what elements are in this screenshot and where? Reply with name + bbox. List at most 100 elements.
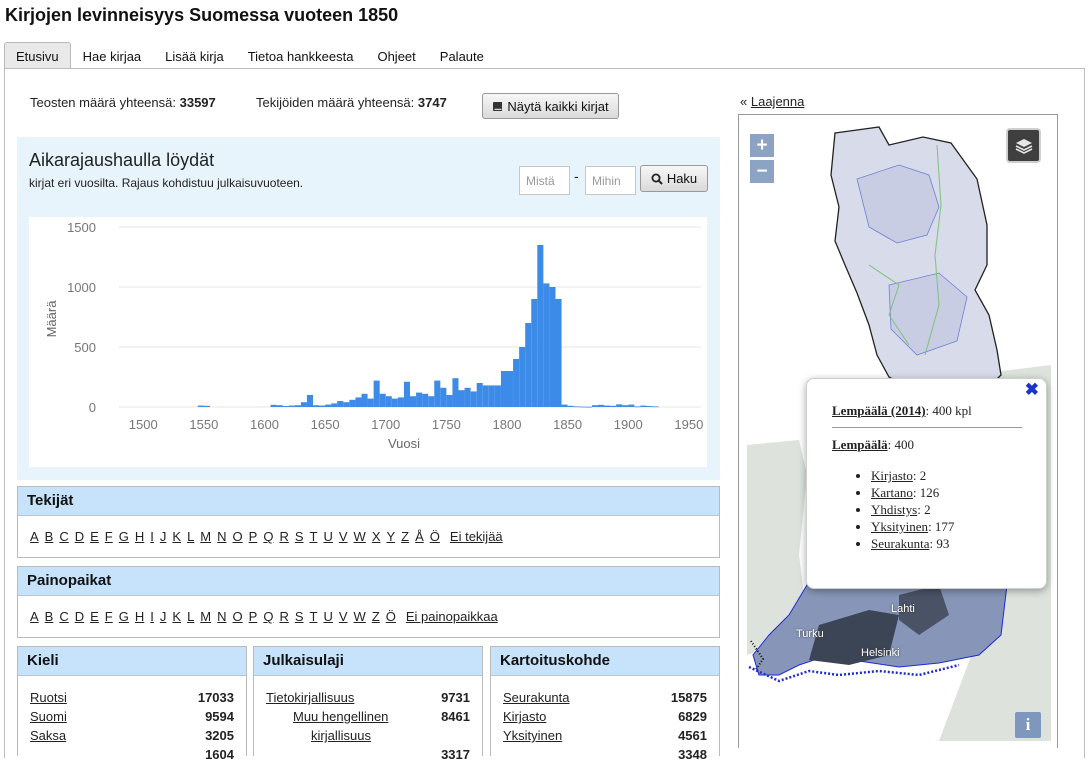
letter-link[interactable]: B: [44, 609, 54, 624]
letter-link[interactable]: A: [30, 609, 39, 624]
letter-link[interactable]: F: [104, 609, 113, 624]
letter-link[interactable]: E: [90, 529, 99, 544]
letter-link[interactable]: Q: [263, 529, 274, 544]
count-value: 17033: [197, 690, 234, 705]
letter-link[interactable]: N: [217, 609, 227, 624]
close-icon[interactable]: ✖: [1024, 380, 1039, 399]
letter-link[interactable]: W: [353, 609, 366, 624]
letter-link[interactable]: Y: [386, 529, 396, 544]
tab-palaute[interactable]: Palaute: [439, 49, 484, 64]
tab-etusivu[interactable]: Etusivu: [4, 42, 71, 69]
popup-place-year-link[interactable]: Lempäälä (2014): [832, 403, 926, 418]
target-link[interactable]: Yksityinen: [503, 728, 563, 743]
count-value: 8461: [441, 709, 470, 724]
popup-category-link[interactable]: Kartano: [871, 485, 913, 500]
letter-link[interactable]: M: [200, 529, 212, 544]
target-link[interactable]: Seurakunta: [503, 690, 570, 705]
letter-link[interactable]: R: [279, 529, 289, 544]
tab-hae-kirjaa[interactable]: Hae kirjaa: [82, 49, 142, 64]
letter-link[interactable]: D: [74, 609, 85, 624]
genre-link[interactable]: kirjallisuus: [311, 728, 371, 743]
language-link[interactable]: Ruotsi: [30, 690, 67, 705]
letter-link[interactable]: Z: [401, 529, 410, 544]
letter-link[interactable]: Z: [371, 609, 380, 624]
popup-place-link[interactable]: Lempäälä: [832, 437, 888, 452]
letter-link[interactable]: G: [118, 529, 129, 544]
language-link[interactable]: Suomi: [30, 709, 67, 724]
popup-category-link[interactable]: Yhdistys: [871, 502, 918, 517]
letter-link[interactable]: K: [172, 529, 182, 544]
letter-link[interactable]: K: [172, 609, 182, 624]
histogram-bar: [597, 404, 604, 407]
letter-link[interactable]: T: [309, 529, 318, 544]
language-link[interactable]: Saksa: [30, 728, 67, 743]
expand-map-link[interactable]: « Laajenna: [740, 94, 804, 109]
letter-link[interactable]: H: [134, 529, 145, 544]
genre-link[interactable]: Muu hengellinen: [293, 709, 389, 724]
letter-link[interactable]: W: [353, 529, 366, 544]
letter-link[interactable]: V: [338, 609, 348, 624]
letter-link[interactable]: U: [323, 609, 333, 624]
letter-link[interactable]: Ö: [385, 609, 396, 624]
letter-link[interactable]: O: [232, 529, 243, 544]
layers-button[interactable]: [1006, 128, 1041, 163]
letter-link[interactable]: P: [248, 609, 258, 624]
histogram-bar: [325, 404, 332, 407]
to-year-input[interactable]: [585, 166, 636, 195]
popup-category-value: : 2: [917, 502, 931, 517]
letter-link[interactable]: P: [248, 529, 258, 544]
letter-link[interactable]: S: [294, 529, 304, 544]
popup-category-link[interactable]: Seurakunta: [871, 536, 930, 551]
letter-link[interactable]: T: [309, 609, 318, 624]
letter-link[interactable]: X: [371, 529, 381, 544]
letter-link[interactable]: L: [187, 609, 195, 624]
letter-link[interactable]: U: [323, 529, 333, 544]
letter-link[interactable]: Ö: [429, 529, 440, 544]
letter-link[interactable]: I: [150, 529, 154, 544]
histogram-bar: [343, 402, 350, 407]
x-tick-label: 1750: [432, 417, 461, 432]
no-value-link[interactable]: Ei tekijää: [449, 529, 503, 544]
site-title: Kirjojen levinneisyys Suomessa vuoteen 1…: [5, 5, 399, 25]
zoom-out-button[interactable]: −: [749, 159, 775, 184]
from-year-input[interactable]: [519, 166, 570, 195]
histogram-bar: [422, 393, 429, 407]
letter-link[interactable]: F: [104, 529, 113, 544]
popup-category-link[interactable]: Kirjasto: [871, 468, 913, 483]
letter-link[interactable]: E: [90, 609, 99, 624]
letter-link[interactable]: H: [134, 609, 145, 624]
popup-category-link[interactable]: Yksityinen: [871, 519, 929, 534]
tab-tietoa-hankkeesta[interactable]: Tietoa hankkeesta: [247, 49, 354, 64]
histogram-bar: [549, 287, 556, 407]
genre-link[interactable]: Tietokirjallisuus: [266, 690, 355, 705]
letter-link[interactable]: L: [187, 529, 195, 544]
letter-link[interactable]: J: [159, 529, 167, 544]
target-link[interactable]: Kirjasto: [503, 709, 547, 724]
letter-link[interactable]: S: [294, 609, 304, 624]
letter-link[interactable]: J: [159, 609, 167, 624]
search-button[interactable]: Haku: [640, 165, 708, 192]
letter-link[interactable]: G: [118, 609, 129, 624]
letter-link[interactable]: A: [30, 529, 39, 544]
letter-link[interactable]: N: [217, 529, 227, 544]
letter-link[interactable]: C: [59, 609, 69, 624]
show-all-books-button[interactable]: Näytä kaikki kirjat: [482, 93, 619, 119]
histogram-bar: [313, 405, 320, 407]
letter-link[interactable]: M: [200, 609, 212, 624]
zoom-in-button[interactable]: +: [749, 133, 775, 158]
tab-lisaa-kirja[interactable]: Lisää kirja: [165, 49, 224, 64]
tab-ohjeet[interactable]: Ohjeet: [377, 49, 416, 64]
info-button[interactable]: i: [1015, 712, 1041, 738]
letter-link[interactable]: Q: [263, 609, 274, 624]
letter-link[interactable]: D: [74, 529, 85, 544]
letter-link[interactable]: R: [279, 609, 289, 624]
letter-link[interactable]: O: [232, 609, 243, 624]
letter-link[interactable]: Å: [415, 529, 424, 544]
no-value-link[interactable]: Ei painopaikkaa: [405, 609, 498, 624]
histogram-bar: [397, 397, 404, 407]
letter-link[interactable]: C: [59, 529, 69, 544]
expand-map-label[interactable]: Laajenna: [750, 94, 805, 109]
letter-link[interactable]: V: [338, 529, 348, 544]
letter-link[interactable]: I: [150, 609, 154, 624]
letter-link[interactable]: B: [44, 529, 54, 544]
